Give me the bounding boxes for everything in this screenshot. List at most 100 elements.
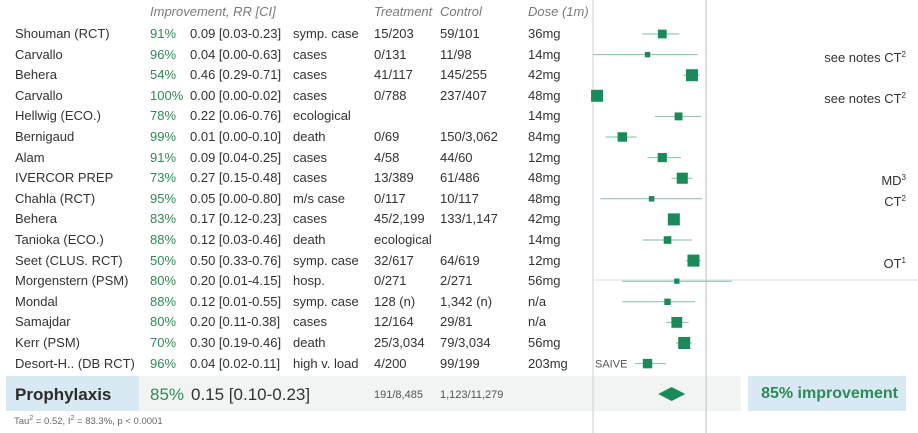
- study-treatment: 0/69: [374, 129, 400, 144]
- point-estimate-marker: [617, 132, 628, 142]
- header-treatment: Treatment: [374, 4, 433, 19]
- study-treatment: 45/2,199: [374, 211, 425, 227]
- study-control: 237/407: [440, 87, 487, 103]
- study-rr-text: 0.17 [0.12-0.23]: [190, 211, 282, 227]
- study-treatment: ecological: [374, 232, 432, 247]
- point-estimate-marker: [591, 89, 604, 102]
- study-rr-text: 0.00 [0.00-0.02]: [190, 87, 282, 103]
- study-name: Seet (CLUS. RCT): [15, 252, 123, 268]
- point-estimate-marker: [657, 153, 667, 163]
- study-control: 64/619: [440, 252, 480, 268]
- point-estimate-marker: [676, 172, 688, 184]
- study-improvement: 96%: [150, 355, 177, 371]
- study-dose: 42mg: [528, 67, 561, 83]
- study-note: see notes CT2: [824, 88, 906, 107]
- point-estimate-marker: [648, 196, 655, 202]
- study-type: cases: [293, 170, 327, 186]
- study-dose: 84mg: [528, 129, 561, 144]
- study-treatment: 12/164: [374, 314, 414, 330]
- study-note-text: see notes CT: [824, 49, 902, 65]
- study-improvement: 70%: [150, 335, 177, 350]
- point-estimate-marker: [657, 29, 667, 39]
- study-note-sup: 2: [901, 193, 906, 203]
- study-name: Behera: [15, 67, 57, 83]
- study-dose: 14mg: [528, 108, 561, 124]
- i-exponent: 2: [70, 415, 75, 422]
- study-treatment: 4/58: [374, 149, 400, 165]
- study-dose: n/a: [528, 293, 547, 309]
- study-type: hosp.: [293, 273, 325, 289]
- study-treatment: 15/203: [374, 26, 414, 41]
- study-note-sup: 2: [901, 90, 906, 100]
- study-treatment: 128 (n): [374, 293, 416, 309]
- study-treatment: 13/389: [374, 170, 414, 186]
- point-estimate-marker: [678, 337, 691, 349]
- study-rr-text: 0.05 [0.00-0.80]: [190, 190, 282, 206]
- study-control: 150/3,062: [440, 129, 498, 144]
- study-improvement: 54%: [150, 67, 177, 83]
- summary-label: Prophylaxis: [15, 385, 112, 404]
- study-type: high v. load: [293, 355, 359, 371]
- study-treatment: 0/117: [374, 190, 406, 206]
- study-improvement: 78%: [150, 108, 177, 124]
- study-control: 99/199: [440, 355, 480, 371]
- study-rr-text: 0.09 [0.04-0.25]: [190, 149, 282, 165]
- study-name: Chahla (RCT): [15, 190, 96, 206]
- study-rr-text: 0.12 [0.03-0.46]: [190, 232, 282, 247]
- study-name: Carvallo: [15, 87, 63, 103]
- study-control: 59/101: [440, 26, 480, 41]
- study-name: Behera: [15, 211, 57, 227]
- study-type: ecological: [293, 108, 351, 124]
- point-estimate-marker: [664, 298, 671, 305]
- study-improvement: 91%: [150, 149, 177, 165]
- study-control: 29/81: [440, 314, 473, 330]
- study-type: cases: [293, 46, 327, 62]
- tau-exponent: 2: [29, 415, 34, 422]
- summary-control: 1,123/11,279: [440, 389, 504, 401]
- header-control: Control: [440, 4, 482, 19]
- study-type: cases: [293, 149, 327, 165]
- study-note: CT2: [884, 191, 906, 210]
- study-rr-text: 0.22 [0.06-0.76]: [190, 108, 282, 124]
- study-name: Kerr (PSM): [15, 335, 80, 350]
- study-rr-text: 0.01 [0.00-0.10]: [190, 129, 282, 144]
- study-rr-text: 0.20 [0.01-4.15]: [190, 273, 282, 289]
- study-control: 2/271: [440, 273, 473, 289]
- study-name: Tanioka (ECO.): [15, 232, 104, 247]
- point-estimate-marker: [674, 278, 680, 284]
- study-note-text: MD: [881, 173, 902, 189]
- point-estimate-marker: [687, 254, 700, 267]
- study-type: cases: [293, 87, 327, 103]
- summary-label-box: [6, 376, 139, 411]
- study-control: 11/98: [440, 46, 472, 62]
- study-note-text: CT: [884, 193, 902, 209]
- study-rr-text: 0.27 [0.15-0.48]: [190, 170, 282, 186]
- study-rr-text: 0.04 [0.00-0.63]: [190, 46, 282, 62]
- study-control: 79/3,034: [440, 335, 491, 350]
- study-improvement: 80%: [150, 273, 177, 289]
- study-rr-text: 0.20 [0.11-0.38]: [190, 314, 281, 330]
- study-control: 44/60: [440, 149, 473, 165]
- study-rr-text: 0.09 [0.03-0.23]: [190, 26, 282, 41]
- heterogeneity-stats: Tau2 = 0.52, I2 = 83.3%, p < 0.0001: [14, 415, 163, 427]
- study-type: cases: [293, 314, 327, 330]
- study-rr-text: 0.46 [0.29-0.71]: [190, 67, 282, 83]
- study-treatment: 4/200: [374, 355, 407, 371]
- study-dose: 203mg: [528, 355, 568, 371]
- study-name: Bernigaud: [15, 129, 75, 144]
- study-improvement: 100%: [150, 87, 184, 103]
- tau-value: = 0.52, I: [33, 416, 71, 427]
- study-type: death: [293, 232, 326, 247]
- study-type: m/s case: [293, 190, 346, 206]
- tau-label: Tau: [14, 416, 30, 427]
- study-dose: 48mg: [528, 170, 561, 186]
- study-control: 10/117: [440, 190, 479, 206]
- study-type: cases: [293, 211, 327, 227]
- point-estimate-marker: [642, 358, 653, 369]
- study-type: cases: [293, 67, 327, 83]
- study-dose: 56mg: [528, 335, 561, 350]
- study-type: symp. case: [293, 293, 359, 309]
- study-note-sup: 2: [901, 49, 906, 59]
- summary-improvement: 85%: [150, 385, 185, 404]
- study-control: 145/255: [440, 67, 487, 83]
